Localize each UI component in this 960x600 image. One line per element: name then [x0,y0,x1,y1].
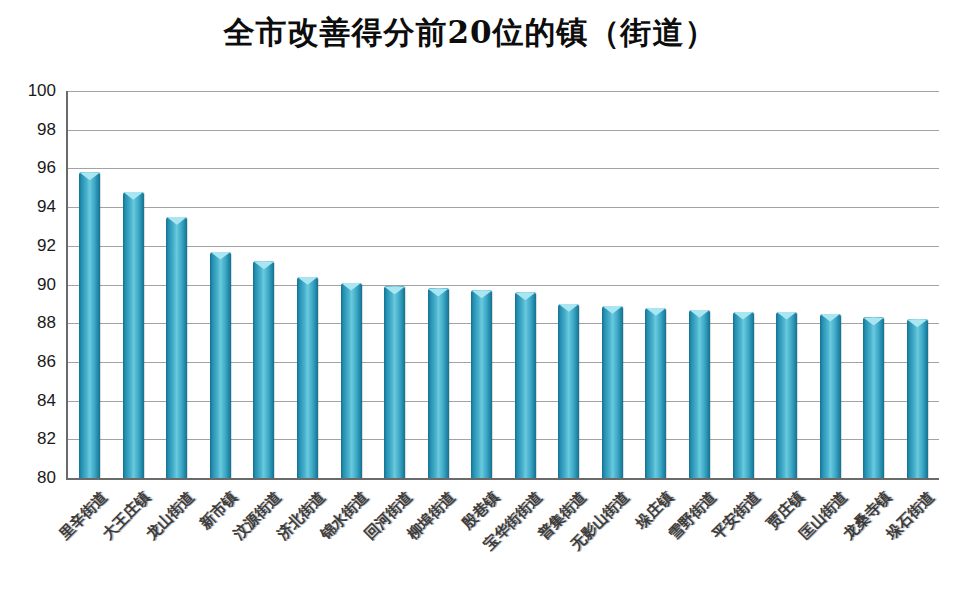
chart-title: 全市改善得分前20位的镇（街道） [0,12,940,54]
gridline-y82 [68,439,939,440]
x-axis-category-label: 龙山街道 [142,488,198,544]
bar-top-highlight [384,286,405,294]
bar-top-highlight [166,217,187,225]
bar-龙山街道 [166,217,187,478]
gridline-y92 [68,246,939,247]
bar-top-highlight [79,172,100,180]
x-axis-category-label: 雪野街道 [665,488,721,544]
bar-top-highlight [297,277,318,285]
bar-top-highlight [210,252,231,260]
gridline-y88 [68,323,939,324]
bar-top-highlight [341,283,362,291]
plot-area [66,91,939,480]
bar-大王庄镇 [123,192,144,478]
gridline-y98 [68,130,939,131]
bar-龙桑寺镇 [863,317,884,478]
bar-贾庄镇 [776,312,797,478]
bar-top-highlight [776,312,797,320]
y-axis-tick-label: 80 [0,469,56,487]
y-axis-tick-label: 86 [0,353,56,371]
bar-垛石街道 [907,319,928,478]
bar-无影山街道 [602,306,623,478]
bar-锦水街道 [341,283,362,478]
bar-top-highlight [820,314,841,322]
bar-柳埠街道 [428,288,449,478]
bar-top-highlight [558,304,579,312]
y-axis-tick-label: 98 [0,121,56,139]
y-axis-tick-label: 100 [0,82,56,100]
y-axis-tick-label: 94 [0,198,56,216]
bar-宝华街街道 [515,292,536,478]
bar-殷巷镇 [471,290,492,478]
bar-回河街道 [384,286,405,478]
bar-top-highlight [863,317,884,325]
bar-top-highlight [907,319,928,327]
y-axis-tick-label: 84 [0,392,56,410]
bar-新市镇 [210,252,231,478]
gridline-y100 [68,91,939,92]
gridline-y90 [68,285,939,286]
x-axis-category-label: 平安街道 [709,488,765,544]
x-axis-category-label: 汶源街道 [230,488,286,544]
bar-top-highlight [471,290,492,298]
gridline-y86 [68,362,939,363]
bar-雪野街道 [689,310,710,478]
bar-top-highlight [428,288,449,296]
bar-top-highlight [645,308,666,316]
bar-top-highlight [253,261,274,269]
y-axis-tick-label: 82 [0,430,56,448]
bar-普集街道 [558,304,579,478]
bar-top-highlight [123,192,144,200]
bar-济北街道 [297,277,318,478]
bar-平安街道 [733,312,754,478]
y-axis-tick-label: 90 [0,276,56,294]
bar-chart: 全市改善得分前20位的镇（街道） 80 82 84 86 88 90 92 94 96 98 100… [0,0,960,600]
bar-top-highlight [733,312,754,320]
bar-top-highlight [602,306,623,314]
gridline-y94 [68,207,939,208]
y-axis-tick-label: 96 [0,159,56,177]
y-axis-tick-label: 88 [0,314,56,332]
gridline-y84 [68,401,939,402]
gridline-y96 [68,168,939,169]
y-axis-tick-label: 92 [0,237,56,255]
x-axis-category-label: 济北街道 [273,488,329,544]
bar-匡山街道 [820,314,841,478]
bar-top-highlight [515,292,536,300]
bar-汶源街道 [253,261,274,478]
bar-里辛街道 [79,172,100,478]
bar-垛庄镇 [645,308,666,478]
bar-top-highlight [689,310,710,318]
